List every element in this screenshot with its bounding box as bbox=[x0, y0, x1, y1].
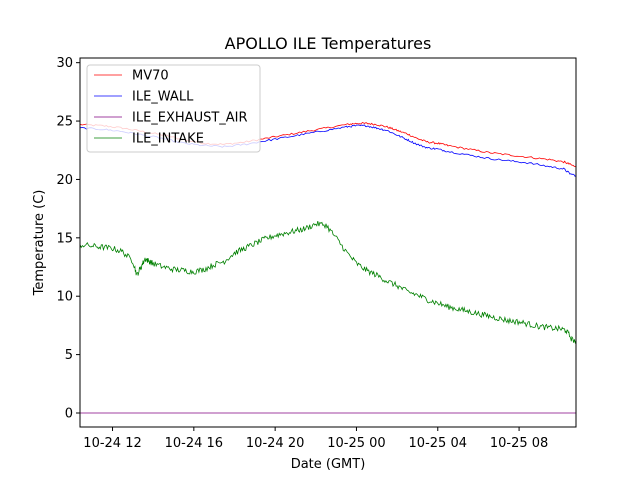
legend-box bbox=[86, 64, 261, 153]
plot-area bbox=[80, 122, 576, 414]
y-tick-label: 15 bbox=[56, 231, 73, 246]
series-line-ile-wall bbox=[80, 124, 576, 177]
legend-label-mv70: MV70 bbox=[132, 69, 169, 84]
y-tick-label: 5 bbox=[65, 348, 73, 363]
series-line-ile-intake bbox=[80, 221, 576, 345]
series-line-mv70 bbox=[80, 122, 576, 168]
x-tick-label: 10-24 12 bbox=[83, 436, 141, 451]
legend-label-ile-wall: ILE_WALL bbox=[132, 90, 194, 105]
chart-title: APOLLO ILE Temperatures bbox=[225, 34, 432, 53]
x-tick-label: 10-25 00 bbox=[327, 436, 385, 451]
y-tick-label: 25 bbox=[56, 115, 73, 130]
x-tick-label: 10-25 08 bbox=[490, 436, 548, 451]
y-tick-label: 20 bbox=[56, 173, 73, 188]
y-tick-label: 30 bbox=[56, 56, 73, 71]
x-axis-label: Date (GMT) bbox=[291, 457, 366, 472]
legend-label-ile-exhaust-air: ILE_EXHAUST_AIR bbox=[132, 111, 248, 126]
y-tick-label: 0 bbox=[65, 406, 73, 421]
y-axis-label: Temperature (C) bbox=[32, 190, 47, 297]
legend-label-ile-intake: ILE_INTAKE bbox=[132, 132, 204, 147]
x-tick-label: 10-25 04 bbox=[409, 436, 467, 451]
legend: MV70 ILE_WALL ILE_EXHAUST_AIR ILE_INTAKE bbox=[86, 64, 261, 153]
x-tick-label: 10-24 16 bbox=[165, 436, 223, 451]
x-axis: 10-24 12 10-24 16 10-24 20 10-25 00 10-25 04… bbox=[83, 427, 548, 451]
y-axis: 0 5 10 15 20 25 30 bbox=[56, 56, 80, 421]
y-tick-label: 10 bbox=[56, 290, 73, 305]
plot-frame bbox=[79, 57, 577, 428]
x-tick-label: 10-24 20 bbox=[246, 436, 304, 451]
